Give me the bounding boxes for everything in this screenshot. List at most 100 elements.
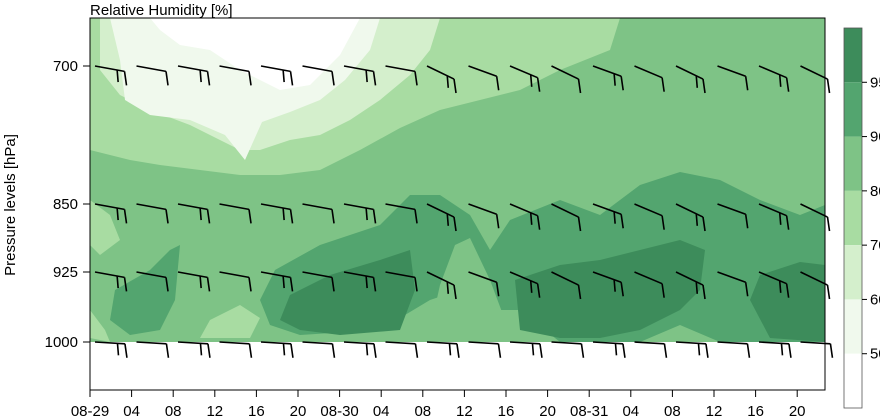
- x-tick-label: 16: [498, 403, 515, 418]
- wind-barb-flag: [331, 277, 335, 292]
- wind-barb-flag: [199, 343, 203, 356]
- wind-barb-flag: [453, 284, 457, 300]
- wind-barb-flag: [165, 343, 170, 358]
- wind-barb-flag: [453, 78, 457, 94]
- wind-barb: [468, 271, 500, 297]
- wind-barb: [260, 271, 294, 292]
- wind-barb: [343, 271, 377, 292]
- wind-barb-flag: [580, 343, 585, 358]
- wind-barb: [800, 271, 831, 300]
- wind-barb-flag: [620, 76, 624, 91]
- wind-barb: [592, 65, 624, 91]
- x-tick-label: 04: [373, 403, 390, 418]
- wind-barb-shaft: [177, 203, 208, 211]
- wind-barb-shaft: [385, 203, 416, 211]
- wind-barb-flag: [497, 343, 502, 358]
- wind-barb-flag: [199, 69, 202, 83]
- wind-barb: [302, 203, 335, 224]
- wind-barb-flag: [282, 69, 285, 83]
- x-tick-label: 12: [706, 403, 723, 418]
- colorbar-segment: [844, 136, 862, 191]
- wind-barb: [177, 341, 211, 358]
- wind-barb-shaft: [551, 341, 582, 345]
- wind-barb-flag: [705, 343, 709, 358]
- wind-barb-flag: [414, 71, 418, 86]
- colorbar-tick-label: 95: [870, 74, 880, 91]
- wind-barb-flag: [529, 212, 533, 225]
- rh-region-above-95: [280, 250, 415, 335]
- wind-barb-flag: [248, 343, 253, 358]
- wind-barb-flag: [199, 275, 202, 289]
- wind-barb-shaft: [343, 65, 374, 73]
- wind-barb: [509, 271, 541, 298]
- wind-barb-flag: [495, 214, 500, 229]
- y-tick-label: 700: [53, 58, 78, 75]
- wind-barb-flag: [248, 71, 252, 86]
- wind-barb-flag: [123, 209, 128, 224]
- wind-barb-flag: [746, 343, 751, 358]
- wind-barb: [302, 65, 335, 86]
- wind-barb: [509, 65, 541, 92]
- wind-barb-shaft: [675, 341, 706, 345]
- wind-barb-shaft: [717, 341, 748, 345]
- wind-barb-flag: [614, 343, 618, 356]
- x-tick-label: 16: [248, 403, 265, 418]
- wind-barb: [94, 65, 128, 86]
- y-tick-label: 1000: [45, 334, 78, 351]
- wind-barb-flag: [744, 76, 749, 91]
- wind-barb-flag: [282, 275, 285, 289]
- wind-barb-shaft: [634, 271, 663, 285]
- wind-barb-shaft: [136, 65, 167, 73]
- x-tick-label: 04: [123, 403, 140, 418]
- wind-barb-shaft: [426, 271, 455, 286]
- wind-barb-shaft: [509, 65, 538, 79]
- wind-barb-shaft: [758, 341, 789, 345]
- wind-barb-flag: [778, 212, 782, 225]
- wind-barb-shaft: [800, 65, 828, 80]
- wind-barb-flag: [282, 207, 285, 221]
- wind-barb-shaft: [177, 271, 208, 279]
- wind-barb-flag: [663, 343, 668, 358]
- wind-barb-shaft: [219, 203, 250, 211]
- wind-barb-flag: [365, 207, 368, 221]
- colorbar-tick-label: 50: [870, 346, 880, 363]
- wind-barb-flag: [613, 279, 616, 292]
- wind-barb-flag: [365, 343, 369, 356]
- wind-barb-shaft: [302, 65, 333, 73]
- wind-barb-shaft: [551, 271, 579, 286]
- wind-barb-flag: [826, 284, 831, 300]
- x-tick-label: 08: [664, 403, 681, 418]
- wind-barb-shaft: [675, 65, 704, 80]
- wind-barb-shaft: [260, 341, 291, 345]
- wind-barb-flag: [206, 209, 211, 224]
- wind-barb: [717, 271, 749, 297]
- wind-barb-flag: [702, 78, 706, 94]
- wind-barb: [675, 341, 709, 358]
- chart-title: Relative Humidity [%]: [90, 2, 233, 19]
- wind-barb-flag: [116, 275, 119, 289]
- wind-barb-shaft: [800, 203, 828, 218]
- wind-barb-shaft: [426, 65, 455, 80]
- wind-barb: [468, 203, 500, 229]
- wind-barb-flag: [165, 71, 169, 86]
- wind-barb-shaft: [136, 271, 167, 279]
- wind-barb-shaft: [94, 341, 125, 345]
- wind-barb-flag: [697, 343, 701, 356]
- wind-barb: [758, 341, 792, 358]
- wind-barb-flag: [372, 71, 377, 86]
- wind-barb-flag: [365, 69, 368, 83]
- wind-barb-flag: [744, 214, 749, 229]
- wind-barb-shaft: [385, 341, 416, 345]
- wind-barb: [634, 341, 668, 358]
- wind-barb: [177, 271, 211, 292]
- wind-barb-shaft: [634, 341, 665, 345]
- wind-barb-flag: [778, 280, 782, 293]
- wind-barb-shaft: [426, 341, 457, 345]
- wind-barb-flag: [414, 277, 418, 292]
- wind-barb-shaft: [800, 271, 828, 286]
- wind-barb-flag: [826, 78, 831, 94]
- wind-barb: [717, 341, 751, 358]
- wind-barb: [551, 203, 582, 232]
- wind-barb: [717, 65, 749, 91]
- wind-barb-flag: [620, 282, 624, 297]
